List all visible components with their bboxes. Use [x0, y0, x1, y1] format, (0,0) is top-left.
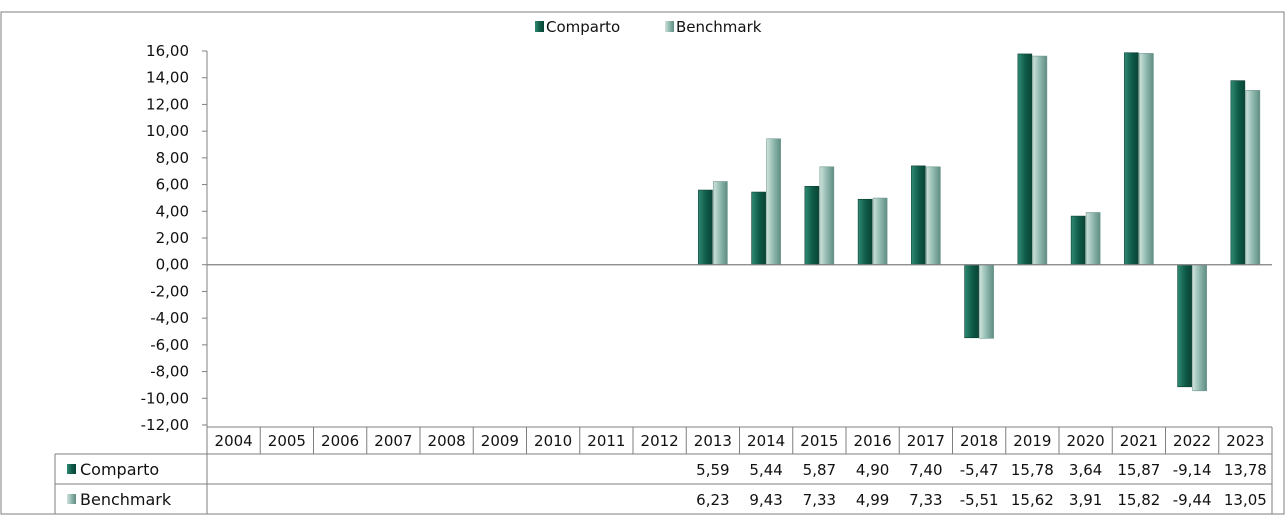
data-label: 5,59	[696, 461, 729, 479]
y-tick-label: 2,00	[156, 229, 189, 247]
x-category-label: 2011	[587, 432, 625, 450]
table-swatch-comparto	[67, 464, 76, 474]
bar-comparto-2013	[698, 189, 713, 266]
bar-comparto-2014	[751, 191, 766, 266]
data-label: -5,51	[960, 491, 999, 509]
x-category-label: 2013	[694, 432, 732, 450]
y-tick-label: 8,00	[156, 149, 189, 167]
y-tick-label: -4,00	[150, 309, 189, 327]
x-category-label: 2004	[215, 432, 253, 450]
y-tick-label: 16,00	[146, 42, 189, 60]
bar-benchmark-2014	[766, 138, 781, 266]
y-tick-label: -8,00	[150, 363, 189, 381]
x-category-label: 2008	[428, 432, 466, 450]
x-category-label: 2009	[481, 432, 519, 450]
bar-comparto-2018	[964, 264, 979, 339]
y-tick-label: 14,00	[146, 69, 189, 87]
chart-frame	[0, 11, 1285, 515]
y-axis: 16,00 14,00 12,00 10,00 8,00 6,00 4,00 2,00 0,00…	[141, 42, 208, 434]
bar-benchmark-2022	[1192, 264, 1207, 392]
y-tick-label: 0,00	[156, 256, 189, 274]
y-tick-label: -6,00	[150, 336, 189, 354]
data-label: -9,44	[1173, 491, 1212, 509]
bar-benchmark-2020	[1085, 212, 1101, 266]
data-label: -5,47	[960, 461, 999, 479]
y-tick-label: -12,00	[141, 416, 189, 434]
data-label: 4,90	[856, 461, 889, 479]
data-label: 3,91	[1069, 491, 1102, 509]
y-tick-label: -10,00	[141, 389, 189, 407]
table-row-label: Benchmark	[80, 490, 172, 509]
data-label: 13,05	[1224, 491, 1267, 509]
bar-comparto-2019	[1017, 53, 1033, 266]
bar-benchmark-2021	[1139, 53, 1154, 266]
bar-comparto-2022	[1177, 264, 1192, 388]
data-label: -9,14	[1173, 461, 1212, 479]
bar-benchmark-2017	[926, 166, 941, 266]
x-category-label: 2023	[1226, 432, 1264, 450]
x-category-label: 2015	[800, 432, 838, 450]
legend-label-benchmark: Benchmark	[676, 18, 762, 36]
bar-benchmark-2015	[819, 166, 835, 266]
x-category-label: 2006	[321, 432, 359, 450]
data-label: 9,43	[749, 491, 782, 509]
x-category-label: 2012	[641, 432, 679, 450]
bar-comparto-2021	[1124, 52, 1139, 266]
x-category-label: 2014	[747, 432, 785, 450]
y-tick-label: 6,00	[156, 176, 189, 194]
table-row-label: Comparto	[80, 460, 159, 479]
x-category-label: 2010	[534, 432, 572, 450]
y-tick-label: -2,00	[150, 282, 189, 300]
data-table: 2004 2005 2006 2007 2008 2009 2010 2011 2012 2013…	[54, 426, 1273, 514]
data-label: 4,99	[856, 491, 889, 509]
bar-benchmark-2016	[872, 197, 888, 266]
y-tick-label: 12,00	[146, 95, 189, 113]
data-label: 3,64	[1069, 461, 1102, 479]
data-label: 7,33	[909, 491, 942, 509]
bar-benchmark-2019	[1032, 55, 1048, 266]
data-label: 15,82	[1117, 491, 1160, 509]
legend-swatch-comparto	[535, 21, 544, 32]
bar-benchmark-2013	[713, 181, 728, 266]
x-category-label: 2021	[1120, 432, 1158, 450]
x-category-label: 2005	[268, 432, 306, 450]
data-label: 7,33	[803, 491, 836, 509]
data-label: 15,78	[1011, 461, 1054, 479]
table-swatch-benchmark	[67, 494, 76, 504]
bar-comparto-2023	[1230, 80, 1246, 266]
y-tick-label: 10,00	[146, 122, 189, 140]
x-category-label: 2022	[1173, 432, 1211, 450]
x-category-label: 2016	[854, 432, 892, 450]
y-tick-label: 4,00	[156, 202, 189, 220]
data-label: 15,87	[1117, 461, 1160, 479]
bar-comparto-2015	[804, 186, 820, 266]
data-label: 7,40	[909, 461, 942, 479]
x-category-label: 2017	[907, 432, 945, 450]
x-category-label: 2007	[374, 432, 412, 450]
bar-comparto-2017	[911, 165, 926, 266]
x-category-label: 2018	[960, 432, 998, 450]
x-category-label: 2020	[1067, 432, 1105, 450]
bar-benchmark-2023	[1245, 90, 1261, 266]
data-label: 5,87	[803, 461, 836, 479]
data-label: 15,62	[1011, 491, 1054, 509]
data-label: 13,78	[1224, 461, 1267, 479]
data-label: 6,23	[696, 491, 729, 509]
data-label: 5,44	[749, 461, 782, 479]
bar-comparto-2016	[857, 198, 873, 266]
bar-benchmark-2018	[979, 264, 994, 339]
legend-label-comparto: Comparto	[546, 18, 620, 36]
x-category-label: 2019	[1013, 432, 1051, 450]
bar-comparto-2020	[1070, 215, 1086, 266]
legend-swatch-benchmark	[665, 21, 674, 32]
legend: Comparto Benchmark	[535, 18, 762, 36]
